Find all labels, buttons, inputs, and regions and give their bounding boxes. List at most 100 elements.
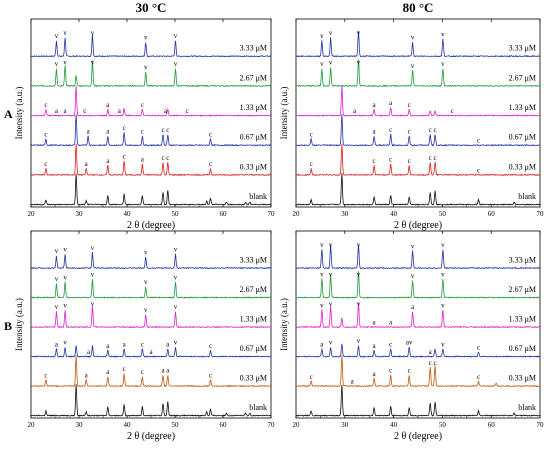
- peak-marker: v: [329, 29, 333, 37]
- peak-marker: v: [411, 272, 415, 280]
- peak-marker: a: [106, 368, 110, 376]
- peak-marker: c: [477, 166, 480, 174]
- series-label: 3.33 μM: [509, 44, 536, 53]
- series-trace: [30, 173, 272, 206]
- peak-marker: v: [441, 340, 445, 348]
- series-trace: [295, 302, 541, 329]
- peak-marker: c: [44, 101, 47, 109]
- plot-frame: [295, 18, 541, 208]
- peak-marker: a: [106, 101, 110, 109]
- series-label: 1.33 μM: [240, 103, 267, 112]
- peak-marker: v: [91, 244, 95, 252]
- peak-marker: c: [389, 126, 392, 134]
- peak-marker: c: [434, 359, 437, 367]
- peak-marker: v: [144, 63, 148, 71]
- peak-marker: c: [373, 157, 376, 165]
- x-tick-label: 70: [268, 210, 276, 218]
- peak-marker: a: [373, 370, 377, 378]
- peak-marker: a: [64, 107, 68, 115]
- peak-marker: a: [373, 127, 377, 135]
- series-trace: [30, 114, 272, 147]
- series-label: 3.33 μM: [509, 256, 536, 265]
- x-tick-label: 70: [537, 421, 545, 429]
- peak-marker: c: [429, 359, 432, 367]
- peak-marker: v: [329, 270, 333, 278]
- peak-marker: v: [55, 275, 59, 283]
- peak-marker: v: [357, 29, 361, 37]
- series-trace: [295, 143, 541, 177]
- series-label: 0.33 μM: [509, 374, 536, 383]
- peak-marker: c: [44, 160, 47, 168]
- x-tick-label: 30: [341, 421, 349, 429]
- peak-marker: c: [209, 130, 212, 138]
- panel-title: 30 °C: [136, 0, 167, 15]
- peak-marker: v: [441, 270, 445, 278]
- peak-marker: a: [166, 340, 170, 348]
- series-label: 3.33 μM: [240, 44, 267, 53]
- series-trace: [295, 85, 540, 117]
- series-trace: [296, 343, 541, 358]
- x-tick-label: 70: [537, 210, 545, 218]
- peak-marker: c: [477, 137, 480, 145]
- peak-marker: v: [411, 242, 415, 250]
- x-tick-label: 40: [390, 210, 398, 218]
- peak-marker: v: [63, 246, 67, 254]
- peak-marker: c: [141, 368, 144, 376]
- peak-marker: c: [477, 343, 480, 351]
- peak-marker: v: [320, 270, 324, 278]
- peak-marker: v: [63, 29, 67, 37]
- x-axis-label: 2 θ (degree): [394, 431, 442, 442]
- series-label: blank: [518, 192, 536, 201]
- peak-marker: av: [406, 339, 413, 347]
- peak-marker: c: [185, 107, 188, 115]
- x-tick-label: 50: [439, 210, 447, 218]
- x-tick-label: 20: [28, 210, 36, 218]
- peak-marker: v: [91, 59, 95, 67]
- series-trace: [295, 271, 541, 299]
- peak-marker: v: [329, 241, 333, 249]
- peak-marker: v: [174, 246, 178, 254]
- series-label: blank: [249, 192, 267, 201]
- series-label: 2.67 μM: [240, 73, 267, 82]
- x-tick-label: 30: [76, 210, 84, 218]
- peak-marker: c: [477, 373, 480, 381]
- series-label: 1.33 μM: [509, 103, 536, 112]
- peak-marker: c: [310, 373, 313, 381]
- x-tick-label: 20: [293, 210, 301, 218]
- peak-marker: c: [434, 126, 437, 134]
- peak-marker: c: [451, 107, 454, 115]
- peak-marker: a: [373, 342, 377, 350]
- peak-marker: v: [55, 303, 59, 311]
- peak-marker: v: [91, 270, 95, 278]
- series-trace: [295, 59, 541, 88]
- peak-marker: c: [310, 160, 313, 168]
- x-tick-label: 60: [488, 421, 496, 429]
- y-axis-label: Intensity (a.u.): [14, 298, 24, 351]
- peak-marker: c: [310, 130, 313, 138]
- row-label: A: [4, 107, 13, 121]
- series-trace: [295, 244, 541, 270]
- peak-marker: v: [144, 34, 148, 42]
- peak-marker: a: [389, 319, 393, 327]
- x-tick-label: 40: [390, 421, 398, 429]
- peak-marker: c: [123, 124, 126, 132]
- x-axis-label: 2 θ (degree): [127, 220, 175, 231]
- panel-title: 80 °C: [403, 0, 434, 15]
- peak-marker: v: [174, 32, 178, 40]
- peak-marker: c: [141, 340, 144, 348]
- peak-marker: c: [209, 371, 212, 379]
- peak-marker: v: [441, 301, 445, 309]
- peak-marker: a: [320, 340, 324, 348]
- x-tick-label: 50: [172, 210, 180, 218]
- peak-marker: v: [63, 301, 67, 309]
- peak-marker: c: [429, 126, 432, 134]
- peak-marker: a: [106, 157, 110, 165]
- peak-marker: v: [144, 278, 148, 286]
- series-label: 2.67 μM: [509, 285, 536, 294]
- peak-marker: v: [63, 274, 67, 282]
- peak-marker: c: [161, 154, 164, 162]
- peak-marker: c: [209, 342, 212, 350]
- peak-marker: c: [44, 371, 47, 379]
- peak-marker: a: [161, 367, 165, 375]
- series-label: blank: [518, 403, 536, 412]
